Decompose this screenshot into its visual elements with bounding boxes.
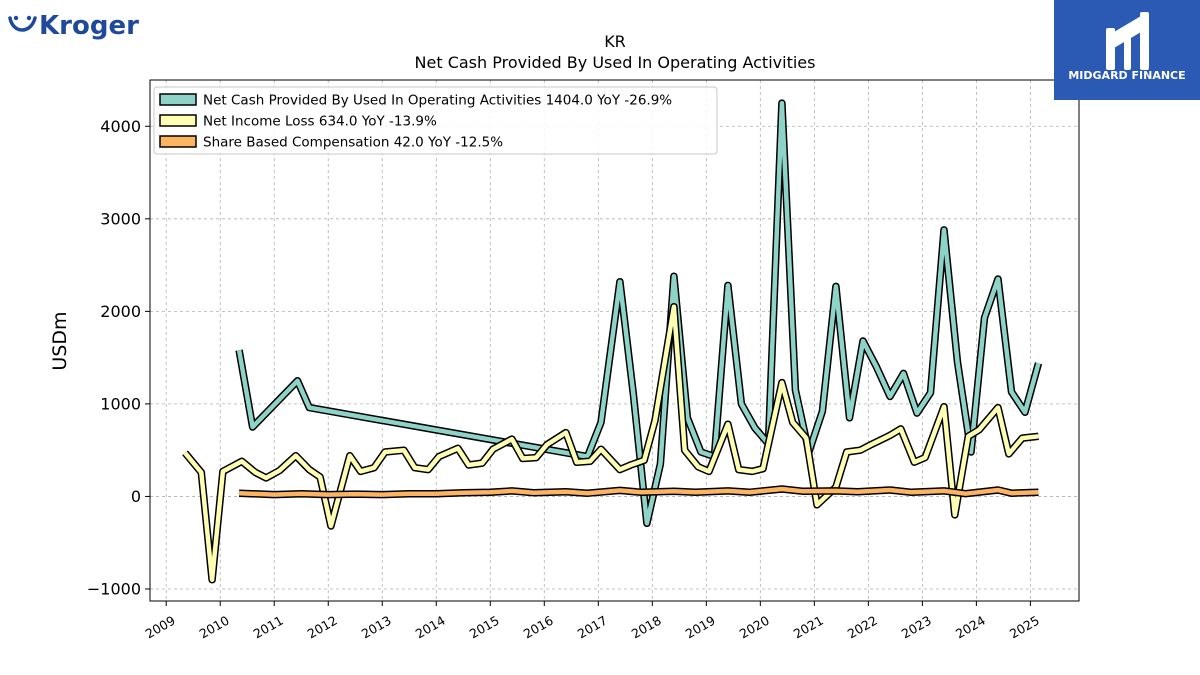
x-tick-label: 2022 [845, 613, 880, 642]
legend-label-net-cash: Net Cash Provided By Used In Operating A… [203, 93, 672, 109]
chart-subtitle: Net Cash Provided By Used In Operating A… [415, 53, 816, 72]
legend-label-net-income: Net Income Loss 634.0 YoY -13.9% [203, 114, 437, 130]
series-line [239, 486, 1039, 497]
x-tick-label: 2021 [791, 613, 826, 642]
legend-swatch-net-cash [159, 93, 197, 106]
y-tick-label: 0 [131, 487, 141, 506]
x-tick-label: 2015 [467, 613, 502, 642]
chart-title: KR [604, 32, 626, 51]
x-tick-label: 2024 [953, 613, 988, 642]
x-tick-label: 2009 [143, 613, 178, 642]
x-tick-label: 2018 [629, 613, 664, 642]
legend-label-share-comp: Share Based Compensation 42.0 YoY -12.5% [203, 135, 503, 151]
x-tick-label: 2023 [899, 613, 934, 642]
x-tick-label: 2016 [521, 613, 556, 642]
chart-legend: Net Cash Provided By Used In Operating A… [153, 86, 718, 155]
y-tick-label: 4000 [100, 117, 141, 136]
legend-swatch-net-income [159, 114, 197, 127]
kroger-logo-text: Kroger [39, 11, 139, 41]
x-tick-label: 2012 [305, 613, 340, 642]
x-tick-label: 2010 [197, 613, 232, 642]
chart-series [182, 99, 1043, 584]
y-tick-label: −1000 [87, 579, 141, 598]
midgard-finance-text: MIDGARD FINANCE [1068, 69, 1186, 82]
y-axis-label: USDm [49, 311, 71, 370]
y-tick-label: 1000 [100, 394, 141, 413]
series-0 [235, 99, 1043, 528]
legend-box [153, 86, 718, 155]
kroger-logo: Kroger [4, 4, 144, 54]
x-tick-label: 2020 [737, 613, 772, 642]
midgard-finance-logo: MIDGARD FINANCE [1054, 0, 1200, 100]
x-tick-label: 2025 [1007, 613, 1042, 642]
x-tick-label: 2011 [251, 613, 286, 642]
chart-grid [150, 80, 1079, 601]
y-tick-label: 2000 [100, 302, 141, 321]
legend-swatch-share-comp [159, 135, 197, 148]
series-line [236, 100, 1041, 526]
y-tick-label: 3000 [100, 209, 141, 228]
x-tick-label: 2014 [413, 613, 448, 642]
x-tick-label: 2019 [683, 613, 718, 642]
x-tick-label: 2013 [359, 613, 394, 642]
series-1 [182, 302, 1039, 584]
series-line [183, 304, 1039, 582]
series-2 [238, 485, 1039, 499]
plot-frame [149, 79, 1080, 602]
x-tick-label: 2017 [575, 613, 610, 642]
